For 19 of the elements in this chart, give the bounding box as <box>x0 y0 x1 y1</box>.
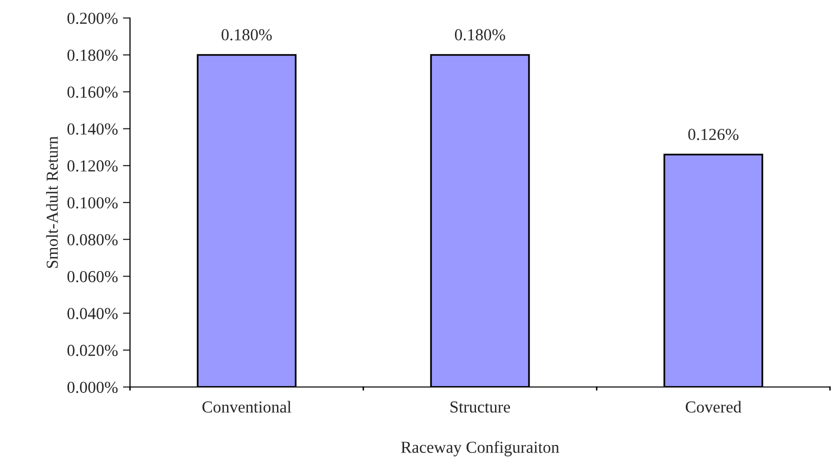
y-tick-label: 0.120% <box>67 160 118 172</box>
y-tick-label: 0.200% <box>67 12 118 24</box>
y-tick-label: 0.140% <box>67 123 118 135</box>
x-tick-label: Covered <box>686 400 742 413</box>
y-tick-label: 0.000% <box>67 382 118 394</box>
y-tick-label: 0.040% <box>67 308 118 320</box>
x-axis-title: Raceway Configuraiton <box>401 441 560 456</box>
y-tick-label: 0.020% <box>67 344 118 356</box>
y-tick-label: 0.160% <box>67 86 118 98</box>
data-label: 0.180% <box>222 29 272 40</box>
y-tick-label: 0.100% <box>67 197 118 209</box>
data-label: 0.180% <box>454 29 506 40</box>
y-tick-label: 0.080% <box>67 234 118 246</box>
y-axis-title: Smolt-Adult Return <box>46 136 58 268</box>
data-label: 0.126% <box>688 128 738 140</box>
x-tick-label: Conventional <box>202 400 292 413</box>
x-tick-label: Structure <box>450 401 510 413</box>
y-tick-label: 0.060% <box>67 271 118 282</box>
y-tick-label: 0.180% <box>67 50 118 61</box>
